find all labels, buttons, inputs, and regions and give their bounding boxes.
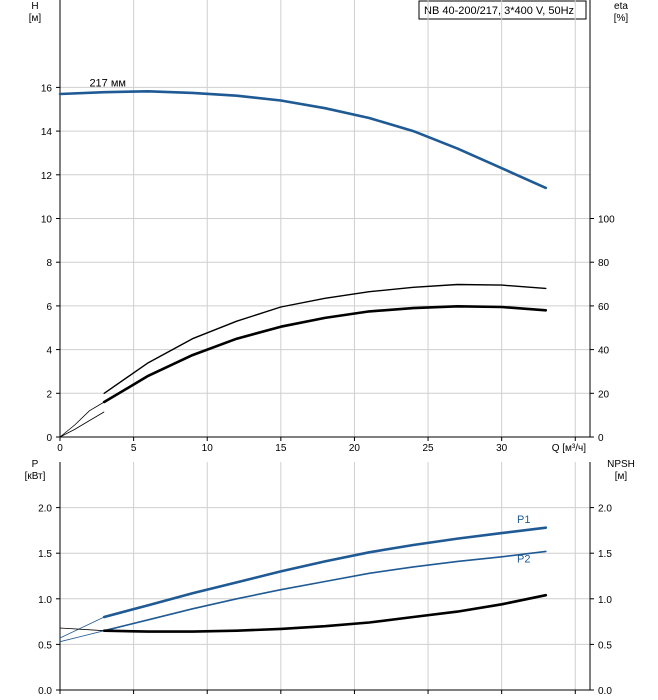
left-tick-label: 2	[46, 389, 52, 400]
left-tick-label: 4	[46, 346, 52, 357]
chart-layer: 0 2 4 6 8 10 12 14 16 0 20 40 60 80 100 0 5 10 15 20 25 30 Q […	[25, 0, 635, 697]
right-tick-label: 0.5	[598, 640, 612, 651]
left-tick-label: 0.0	[38, 686, 52, 697]
left-tick-label: 1.5	[38, 549, 52, 560]
x-axis-title: Q [м³/ч]	[552, 443, 587, 454]
curve-label-p1: P1	[517, 514, 530, 526]
right-tick-label: 1.0	[598, 595, 612, 606]
right-tick-label: 60	[598, 302, 610, 313]
left-tick-label: 16	[41, 83, 53, 94]
right-axis-unit: [м]	[615, 471, 628, 482]
series-lead-in	[59, 401, 105, 438]
left-tick-label: 2.0	[38, 504, 52, 515]
series-line	[103, 283, 547, 394]
left-tick-label: 0	[46, 433, 52, 444]
left-tick-label: 6	[46, 302, 52, 313]
series-lead-in	[59, 627, 105, 632]
right-axis-unit: [%]	[614, 13, 629, 24]
right-tick-label: 80	[598, 258, 610, 269]
right-tick-label: 1.5	[598, 549, 612, 560]
left-tick-label: 8	[46, 258, 52, 269]
series-line	[103, 550, 547, 632]
x-tick-label: 5	[131, 443, 137, 454]
right-tick-label: 2.0	[598, 504, 612, 515]
x-tick-label: 25	[422, 443, 434, 454]
right-tick-label: 20	[598, 389, 610, 400]
right-tick-label: 0.0	[598, 686, 612, 697]
x-tick-label: 15	[275, 443, 287, 454]
left-axis-unit: [кВт]	[25, 471, 46, 482]
title-frame	[418, 0, 587, 20]
left-tick-label: 0.5	[38, 640, 52, 651]
series-line	[102, 305, 548, 404]
x-tick-label: 20	[349, 443, 361, 454]
chart-title-box: NB 40-200/217, 3*400 V, 50Hz	[418, 0, 587, 20]
left-axis-title: H	[31, 1, 38, 12]
left-tick-label: 10	[41, 215, 53, 226]
series-lead-in	[59, 616, 105, 639]
right-axis-title: eta	[614, 1, 628, 12]
right-tick-label: 40	[598, 346, 610, 357]
left-axis-unit: [м]	[29, 13, 42, 24]
x-tick-label: 10	[202, 443, 214, 454]
series-line	[58, 90, 548, 190]
x-tick-label: 30	[496, 443, 508, 454]
curve-label-217: 217 мм	[89, 77, 126, 89]
left-tick-label: 14	[41, 127, 53, 138]
series-lead-in	[59, 630, 105, 643]
chart-title: NB 40-200/217, 3*400 V, 50Hz	[424, 5, 574, 17]
series-line	[102, 526, 548, 619]
left-axis-title: P	[32, 459, 39, 470]
right-tick-label: 100	[598, 215, 615, 226]
series-line	[102, 593, 548, 633]
x-tick-label: 0	[57, 443, 63, 454]
series-lead-in	[59, 411, 105, 438]
left-tick-label: 1.0	[38, 595, 52, 606]
curve-label-p2: P2	[517, 553, 530, 565]
right-tick-label: 0	[598, 433, 604, 444]
left-tick-label: 12	[41, 171, 53, 182]
right-axis-title: NPSH	[607, 459, 635, 470]
